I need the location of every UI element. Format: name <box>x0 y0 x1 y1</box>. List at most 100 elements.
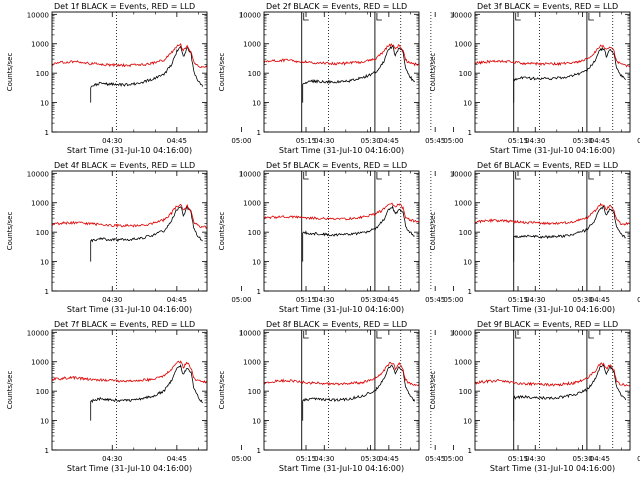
y-tick-label: 100 <box>459 388 472 396</box>
plot-frame <box>51 170 208 292</box>
y-tick-label: 100 <box>248 229 261 237</box>
x-tick-label: 04:45 <box>167 296 187 304</box>
y-tick-label: 10000 <box>450 329 472 337</box>
bracket-marker <box>515 331 521 339</box>
y-tick-label: 1 <box>468 447 472 455</box>
bracket-marker <box>303 331 309 339</box>
y-tick-label: 1000 <box>31 200 49 208</box>
bracket-marker <box>303 13 309 21</box>
events-series-line <box>302 365 416 421</box>
x-tick-label: 05:00 <box>443 137 463 145</box>
events-series-line <box>90 204 203 262</box>
events-series-line <box>90 363 203 421</box>
x-axis-label: Start Time (31-Jul-10 04:16:00) <box>279 464 404 473</box>
y-tick-label: 1000 <box>243 200 261 208</box>
y-tick-label: 100 <box>36 388 49 396</box>
y-tick-label: 10 <box>40 259 49 267</box>
plot-frame <box>51 11 208 133</box>
y-tick-label: 100 <box>248 388 261 396</box>
plot-frame <box>263 329 420 451</box>
y-tick-label: 100 <box>459 70 472 78</box>
lld-series-line <box>263 361 420 386</box>
y-tick-label: 1 <box>45 129 49 137</box>
lld-series-line <box>51 360 208 384</box>
chart-title: Det 6f BLACK = Events, RED = LLD <box>477 161 618 170</box>
bracket-marker <box>515 13 521 21</box>
bracket-marker <box>376 331 382 339</box>
y-tick-label: 10 <box>40 100 49 108</box>
x-tick-label: 05:00 <box>231 455 251 463</box>
bracket-marker <box>303 172 309 180</box>
chart-panel-3: Det 3f BLACK = Events, RED = LLD Counts/s… <box>429 2 631 155</box>
x-tick-label: 05:15 <box>296 296 316 304</box>
y-axis-label: Counts/sec <box>218 212 226 251</box>
y-tick-label: 1000 <box>243 41 261 49</box>
y-tick-label: 1000 <box>31 41 49 49</box>
lld-series-line <box>51 203 208 230</box>
lld-series-line <box>263 42 420 67</box>
x-tick-label: 05:45 <box>637 137 640 145</box>
x-tick-label: 05:45 <box>637 296 640 304</box>
x-tick-label: 04:30 <box>314 455 334 463</box>
lld-series-line <box>474 362 631 387</box>
x-axis-label: Start Time (31-Jul-10 04:16:00) <box>490 305 615 314</box>
plot-frame <box>263 170 420 292</box>
x-tick-label: 04:30 <box>314 137 334 145</box>
x-tick-label: 04:45 <box>590 296 610 304</box>
chart-title: Det 3f BLACK = Events, RED = LLD <box>477 2 618 11</box>
y-tick-label: 1 <box>257 447 261 455</box>
x-tick-label: 05:30 <box>361 455 381 463</box>
y-tick-label: 1000 <box>243 359 261 367</box>
chart-title: Det 1f BLACK = Events, RED = LLD <box>54 2 195 11</box>
plot-frame <box>474 170 631 292</box>
chart-panel-6: Det 6f BLACK = Events, RED = LLD Counts/s… <box>429 161 631 314</box>
x-tick-label: 05:15 <box>296 455 316 463</box>
plot-frame <box>51 329 208 451</box>
x-tick-label: 05:30 <box>573 296 593 304</box>
y-tick-label: 10000 <box>27 329 49 337</box>
bracket-marker <box>515 172 521 180</box>
bracket-marker <box>376 13 382 21</box>
x-tick-label: 04:45 <box>590 455 610 463</box>
x-tick-label: 05:15 <box>296 137 316 145</box>
x-tick-label: 05:30 <box>573 455 593 463</box>
events-series-line <box>302 205 415 262</box>
plot-frame <box>474 11 631 133</box>
y-axis-label: Counts/sec <box>6 53 14 92</box>
x-axis-label: Start Time (31-Jul-10 04:16:00) <box>67 464 192 473</box>
x-tick-label: 05:00 <box>443 455 463 463</box>
x-axis-label: Start Time (31-Jul-10 04:16:00) <box>279 146 404 155</box>
y-axis-label: Counts/sec <box>6 212 14 251</box>
x-tick-label: 05:30 <box>361 296 381 304</box>
x-axis-label: Start Time (31-Jul-10 04:16:00) <box>490 464 615 473</box>
y-tick-label: 1 <box>45 288 49 296</box>
x-tick-label: 04:45 <box>590 137 610 145</box>
y-tick-label: 10000 <box>450 11 472 19</box>
bracket-marker <box>588 331 594 339</box>
y-tick-label: 1 <box>468 288 472 296</box>
x-tick-label: 04:30 <box>525 455 545 463</box>
y-tick-label: 1000 <box>454 41 472 49</box>
chart-panel-1: Det 1f BLACK = Events, RED = LLD Counts/s… <box>6 2 445 155</box>
y-tick-label: 10 <box>463 418 472 426</box>
chart-panel-4: Det 4f BLACK = Events, RED = LLD Counts/s… <box>6 161 445 314</box>
x-axis-label: Start Time (31-Jul-10 04:16:00) <box>67 146 192 155</box>
chart-title: Det 4f BLACK = Events, RED = LLD <box>54 161 195 170</box>
y-tick-label: 100 <box>36 70 49 78</box>
bracket-marker <box>588 172 594 180</box>
y-tick-label: 1 <box>468 129 472 137</box>
y-tick-label: 10000 <box>239 11 261 19</box>
y-tick-label: 10 <box>252 259 261 267</box>
x-tick-label: 05:45 <box>637 455 640 463</box>
x-tick-label: 05:45 <box>425 137 445 145</box>
y-axis-label: Counts/sec <box>429 53 437 92</box>
y-axis-label: Counts/sec <box>218 371 226 410</box>
y-tick-label: 10 <box>252 100 261 108</box>
y-tick-label: 100 <box>248 70 261 78</box>
chart-title: Det 8f BLACK = Events, RED = LLD <box>266 320 407 329</box>
events-series-line <box>513 364 627 421</box>
y-axis-label: Counts/sec <box>6 371 14 410</box>
x-tick-label: 05:45 <box>425 455 445 463</box>
x-tick-label: 04:45 <box>167 137 187 145</box>
x-tick-label: 05:00 <box>231 137 251 145</box>
